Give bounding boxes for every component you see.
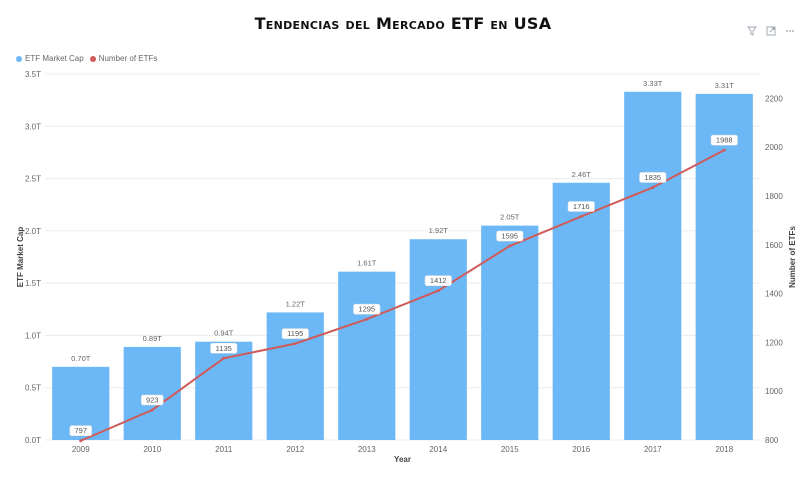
- point-number-of-etfs: [722, 148, 726, 152]
- bar-data-label: 1.61T: [357, 259, 377, 268]
- x-tick-label: 2013: [358, 445, 376, 454]
- point-number-of-etfs: [150, 408, 154, 412]
- bar-market-cap: [195, 341, 253, 440]
- y2-axis-title: Number of ETFs: [788, 226, 797, 288]
- point-label-box: [424, 275, 452, 286]
- point-label-box: [210, 342, 238, 354]
- point-label-box: [69, 425, 92, 437]
- bar-data-label: 0.89T: [143, 334, 163, 343]
- legend-swatch-number-of-etfs: [89, 55, 96, 62]
- y-tick-label: 2.0T: [25, 227, 41, 236]
- chart-title: Tendencias del Mercado ETF en USA: [254, 14, 552, 33]
- point-label-box: [710, 134, 738, 146]
- x-tick-label: 2009: [72, 445, 90, 454]
- bar-data-label: 3.33T: [643, 79, 663, 88]
- y2-tick-label: 1600: [765, 241, 783, 250]
- point-number-of-etfs: [79, 439, 83, 443]
- point-number-of-etfs: [222, 356, 226, 360]
- point-data-label: 797: [74, 426, 87, 435]
- point-data-label: 1595: [501, 232, 518, 241]
- bar-market-cap: [123, 346, 181, 440]
- point-data-label: 1135: [216, 344, 232, 353]
- x-tick-label: 2015: [501, 445, 519, 454]
- y-tick-label: 3.5T: [25, 70, 41, 79]
- point-data-label: 1195: [287, 329, 303, 338]
- visual-toolbar: [746, 26, 796, 38]
- legend-label-market-cap: ETF Market Cap: [25, 54, 84, 63]
- bar-data-label: 2.46T: [572, 170, 592, 179]
- x-tick-label: 2014: [429, 445, 447, 454]
- point-data-label: 923: [146, 395, 159, 404]
- y2-tick-label: 2200: [765, 94, 783, 103]
- filter-icon[interactable]: [746, 26, 758, 38]
- bar-market-cap: [409, 239, 467, 440]
- point-label-box: [567, 201, 595, 212]
- legend-swatch-market-cap: [16, 55, 22, 62]
- y-tick-label: 1.5T: [25, 279, 41, 288]
- bar-data-label: 2.05T: [500, 213, 520, 222]
- y-tick-label: 0.0T: [25, 436, 41, 445]
- focus-mode-icon[interactable]: [765, 26, 777, 38]
- y-tick-label: 2.5T: [25, 175, 41, 184]
- x-tick-label: 2017: [644, 445, 662, 454]
- bar-market-cap: [624, 91, 682, 440]
- bar-market-cap: [552, 182, 610, 441]
- point-number-of-etfs: [365, 317, 369, 321]
- y-tick-label: 1.0T: [25, 331, 41, 340]
- point-number-of-etfs: [436, 289, 440, 293]
- bar-data-label: 3.31T: [715, 81, 735, 90]
- point-label-box: [353, 303, 381, 315]
- y2-tick-label: 1200: [765, 338, 783, 347]
- point-number-of-etfs: [293, 342, 297, 346]
- bar-data-label: 0.94T: [214, 329, 234, 338]
- legend-label-number-of-etfs: Number of ETFs: [98, 54, 158, 63]
- bar-market-cap: [338, 271, 396, 440]
- x-tick-label: 2018: [715, 445, 733, 454]
- x-tick-label: 2011: [215, 445, 233, 454]
- chart-legend: ETF Market Cap Number of ETFs: [16, 54, 157, 63]
- x-tick-label: 2012: [286, 445, 304, 454]
- x-axis-title: Year: [394, 455, 411, 464]
- bar-data-label: 1.92T: [429, 226, 449, 235]
- y-tick-label: 0.5T: [25, 384, 41, 393]
- point-label-box: [141, 394, 164, 406]
- x-tick-label: 2010: [143, 445, 161, 454]
- more-options-icon[interactable]: [784, 26, 796, 38]
- y2-tick-label: 1000: [765, 387, 783, 396]
- point-data-label: 1295: [358, 305, 375, 314]
- point-label-box: [496, 230, 524, 242]
- point-data-label: 1716: [573, 202, 590, 211]
- bar-data-label: 1.22T: [286, 299, 306, 308]
- y2-tick-label: 1400: [765, 290, 783, 299]
- bar-market-cap: [481, 225, 539, 440]
- point-label-box: [281, 328, 309, 339]
- y2-tick-label: 2000: [765, 143, 783, 152]
- line-number-of-etfs: [80, 149, 725, 442]
- point-data-label: 1988: [716, 136, 733, 145]
- y-axis-title: ETF Market Cap: [16, 227, 25, 288]
- y2-tick-label: 800: [765, 436, 779, 445]
- legend-item-market-cap[interactable]: ETF Market Cap: [16, 54, 84, 63]
- legend-item-number-of-etfs[interactable]: Number of ETFs: [89, 54, 158, 63]
- point-label-box: [639, 172, 667, 183]
- point-number-of-etfs: [508, 244, 512, 248]
- point-number-of-etfs: [579, 214, 583, 218]
- point-number-of-etfs: [651, 185, 655, 189]
- point-data-label: 1835: [644, 173, 661, 182]
- x-tick-label: 2016: [572, 445, 590, 454]
- y2-tick-label: 1800: [765, 192, 783, 201]
- y-tick-label: 3.0T: [25, 122, 41, 131]
- bar-market-cap: [695, 93, 753, 441]
- point-data-label: 1412: [430, 276, 447, 285]
- bar-data-label: 0.70T: [71, 354, 91, 363]
